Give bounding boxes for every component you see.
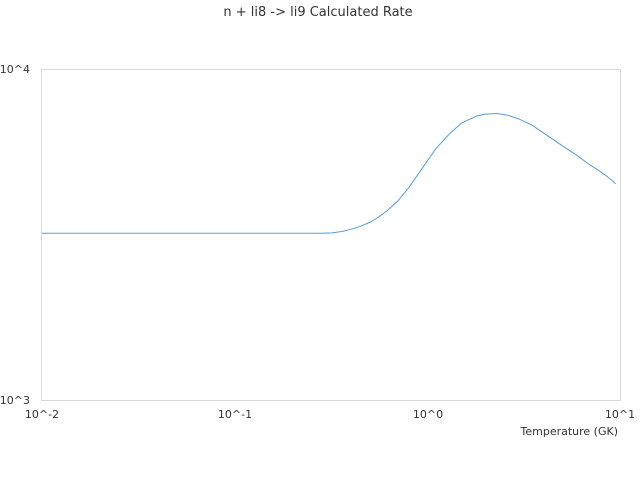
- y-tick-label: 10^4: [0, 63, 30, 76]
- x-axis-label: Temperature (GK): [520, 425, 619, 438]
- x-tick-label: 10^-1: [218, 408, 252, 421]
- chart-title: n + li8 -> li9 Calculated Rate: [223, 5, 412, 20]
- y-tick-label: 10^3: [0, 394, 30, 407]
- x-tick-label: 10^-2: [25, 408, 59, 421]
- rate-series-line: [42, 112, 617, 234]
- x-tick-label: 10^1: [605, 408, 635, 421]
- x-tick-label: 10^0: [413, 408, 443, 421]
- plot-area: [41, 69, 621, 401]
